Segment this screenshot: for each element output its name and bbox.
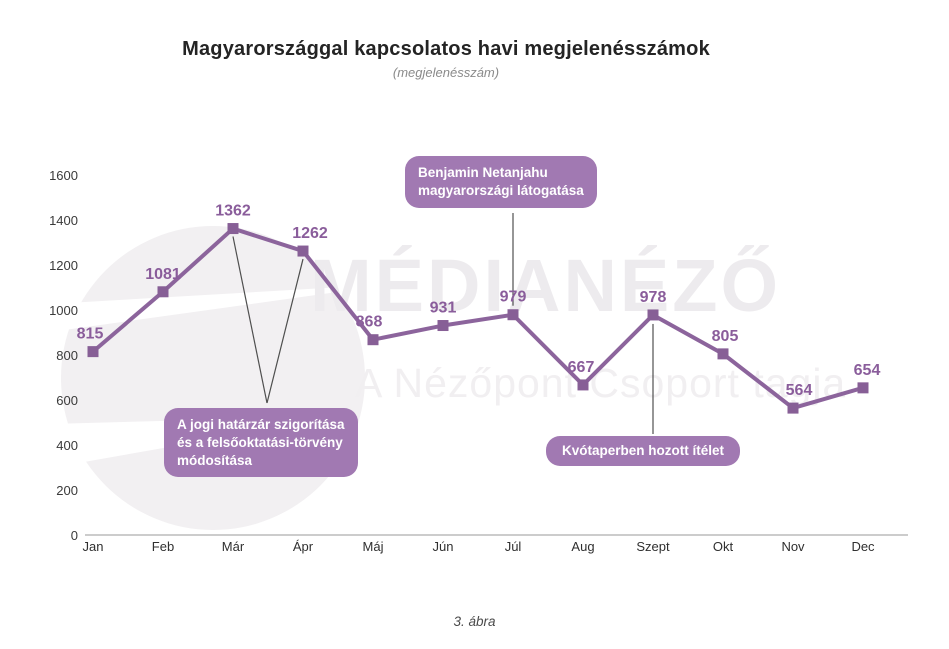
x-tick-label: Máj: [363, 539, 384, 554]
value-label: 979: [500, 289, 527, 306]
annotation-quota-ruling: Kvótaperben hozott ítélet: [546, 436, 741, 466]
x-tick-label: Szept: [636, 539, 670, 554]
y-tick-label: 1600: [49, 168, 78, 183]
annotation-text-line: A jogi határzár szigorítása: [177, 417, 345, 432]
data-point-marker: [367, 334, 379, 346]
y-tick-label: 600: [56, 393, 78, 408]
x-tick-label: Dec: [851, 539, 875, 554]
value-label: 1081: [145, 266, 181, 283]
watermark-brand-text: MÉDIANÉZŐ: [310, 244, 781, 327]
annotation-text-line: és a felsőoktatási-törvény: [177, 434, 343, 450]
y-tick-label: 1200: [49, 258, 78, 273]
y-tick-label: 200: [56, 483, 78, 498]
data-point-marker: [227, 223, 239, 235]
value-label: 978: [640, 289, 667, 306]
data-point-marker: [297, 245, 309, 257]
value-label: 654: [854, 362, 881, 379]
x-tick-label: Nov: [781, 539, 805, 554]
watermark-logo-swoosh: [50, 284, 395, 332]
annotation-text-line: Kvótaperben hozott ítélet: [562, 443, 725, 458]
annotation-connector-line: [232, 236, 268, 404]
annotation-text-line: módosítása: [177, 452, 253, 468]
x-tick-label: Ápr: [293, 539, 314, 554]
data-point-marker: [87, 346, 99, 358]
value-label: 868: [356, 314, 383, 331]
y-tick-label: 400: [56, 438, 78, 453]
x-tick-label: Júl: [505, 539, 522, 554]
chart-title: Magyarországgal kapcsolatos havi megjele…: [182, 38, 710, 60]
annotation-text-line: magyarországi látogatása: [418, 182, 584, 198]
annotation-border-law: A jogi határzár szigorítása és a felsőok…: [164, 408, 358, 478]
annotation-netanjahu-visit: Benjamin Netanjahu magyarországi látogat…: [405, 156, 597, 208]
data-point-marker: [647, 309, 659, 321]
data-point-marker: [157, 286, 169, 298]
trend-line: [91, 226, 865, 411]
data-point-marker: [787, 402, 799, 414]
data-point-marker: [507, 309, 519, 321]
chart-header: Magyarországgal kapcsolatos havi megjele…: [0, 38, 892, 80]
data-point-marker: [717, 348, 729, 360]
x-tick-label: Jan: [83, 539, 104, 554]
annotation-text-line: Benjamin Netanjahu: [418, 165, 548, 180]
chart-subtitle: (megjelenésszám): [392, 65, 500, 80]
value-label: 667: [568, 359, 595, 376]
y-tick-label: 0: [71, 528, 78, 543]
value-label: 564: [786, 382, 813, 399]
value-label: 931: [430, 300, 457, 317]
x-tick-label: Okt: [713, 539, 734, 554]
annotation-connector-line: [266, 258, 304, 404]
value-label: 805: [712, 328, 739, 345]
figure-caption: 3. ábra: [453, 614, 496, 629]
x-tick-label: Aug: [571, 539, 594, 554]
value-label: 815: [77, 326, 104, 343]
x-tick-label: Feb: [152, 539, 174, 554]
x-tick-label: Már: [222, 539, 245, 554]
y-tick-label: 1000: [49, 303, 78, 318]
y-tick-label: 800: [56, 348, 78, 363]
data-point-marker: [857, 382, 869, 394]
data-point-marker: [577, 379, 589, 391]
y-tick-label: 1400: [49, 213, 78, 228]
value-label: 1362: [215, 203, 251, 220]
x-tick-label: Jún: [433, 539, 454, 554]
data-point-marker: [437, 320, 449, 332]
value-label: 1262: [292, 225, 328, 242]
